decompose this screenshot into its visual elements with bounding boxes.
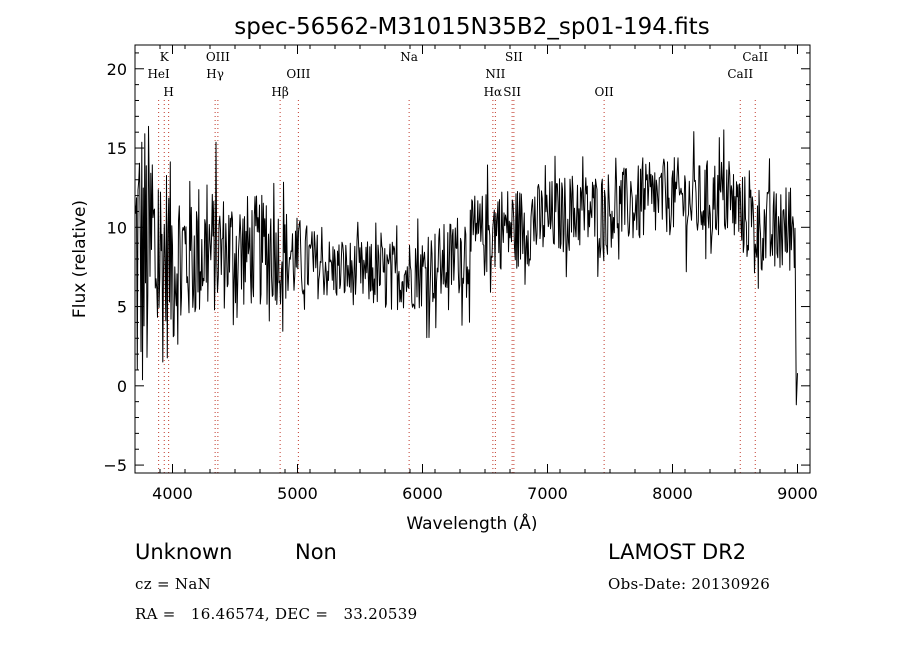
x-tick-label: 7000 [527, 484, 568, 503]
emission-line-label: CaII [727, 67, 753, 81]
x-axis-label: Wavelength (Å) [406, 512, 537, 534]
y-axis: −5 0 5 10 15 20 [103, 52, 810, 475]
emission-line-label: CaII [742, 50, 768, 64]
observation-date: Obs-Date: 20130926 [608, 575, 771, 593]
emission-line-label: OII [594, 85, 614, 99]
y-axis-label: Flux (relative) [70, 200, 90, 318]
emission-line-label: Na [400, 50, 418, 64]
y-tick-label: 10 [107, 218, 127, 237]
x-axis: 4000 5000 6000 7000 8000 9000 [134, 45, 818, 503]
emission-line-label: H [163, 85, 173, 99]
y-tick-label: 20 [107, 60, 127, 79]
x-tick-label: 5000 [277, 484, 318, 503]
chart-title: spec-56562-M31015N35B2_sp01-194.fits [234, 14, 709, 40]
x-tick-label: 9000 [777, 484, 818, 503]
x-tick-label: 8000 [652, 484, 693, 503]
x-tick-label: 6000 [402, 484, 443, 503]
emission-line-label: SII [505, 50, 523, 64]
emission-line-label: OIII [286, 67, 310, 81]
emission-line-markers [158, 100, 756, 473]
emission-line-label: K [160, 50, 170, 64]
redshift-value: cz = NaN [135, 575, 212, 593]
y-tick-label: 5 [117, 298, 127, 317]
y-tick-label: 15 [107, 139, 127, 158]
object-subclass: Non [295, 540, 337, 564]
spectrum-line [134, 125, 798, 406]
survey-name: LAMOST DR2 [608, 540, 747, 564]
emission-line-label: OIII [206, 50, 230, 64]
sky-coordinates: RA = 16.46574, DEC = 33.20539 [135, 605, 418, 623]
emission-line-label: NII [485, 67, 505, 81]
emission-line-label: HeI [147, 67, 170, 81]
x-tick-label: 4000 [152, 484, 193, 503]
y-tick-label: −5 [103, 456, 127, 475]
emission-line-label: SII [503, 85, 521, 99]
emission-line-label: Hβ [271, 85, 288, 99]
emission-line-label: Hγ [206, 67, 224, 81]
object-class: Unknown [135, 540, 233, 564]
emission-line-label: Hα [484, 85, 503, 99]
y-tick-label: 0 [117, 377, 127, 396]
